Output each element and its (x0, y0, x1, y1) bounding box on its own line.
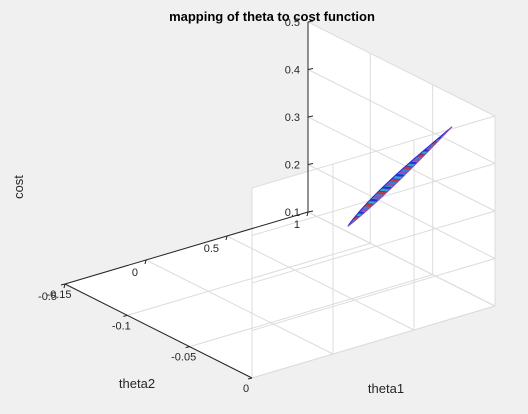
x-tick-label: -0.15 (46, 289, 71, 301)
z-tick-label: 0.2 (285, 160, 300, 172)
z-tick-label: 0.3 (285, 112, 300, 124)
y-tick-label: 0 (132, 267, 138, 279)
y-tick-mark (225, 235, 228, 241)
x-tick-mark (123, 314, 128, 317)
y-axis-line (64, 211, 309, 285)
tick-labels: -0.15 -0.1 -0.05 0 -0.5 0 0.5 10.1 0.2 0.3 0.4 0.5 (38, 17, 300, 395)
chart-title: mapping of theta to cost function (169, 9, 375, 24)
y-axis-label: theta2 (119, 376, 155, 391)
grid-line-z-side (251, 210, 496, 284)
grid-line-z-side (251, 305, 496, 379)
z-tick-mark (307, 68, 314, 70)
grid-line-z-back (307, 69, 496, 164)
surface-edge-left (347, 126, 453, 227)
z-tick-mark (307, 20, 314, 23)
grid-line-z-back (307, 116, 496, 212)
x-axis-line (64, 283, 253, 379)
y-tick-mark (63, 283, 66, 289)
y-tick-label: -0.5 (38, 291, 57, 303)
z-tick-label: 0.1 (285, 207, 300, 219)
cost-surface (347, 126, 453, 227)
axes (60, 20, 314, 380)
grid-line-z-side (251, 115, 496, 189)
grid-line-x-floor (127, 242, 371, 316)
x-axis-label: theta1 (368, 381, 404, 396)
grid-line-z-back (307, 164, 496, 259)
x-tick-label: 0 (243, 383, 249, 395)
z-tick-label: 0.5 (285, 17, 300, 29)
x-tick-mark (185, 346, 190, 349)
surface-edge-right (347, 126, 453, 227)
grid-line-z-back (307, 21, 496, 117)
z-tick-mark (307, 210, 314, 213)
x-tick-label: -0.1 (112, 320, 131, 332)
grid-line-z-back (307, 211, 496, 307)
y-tick-mark (144, 259, 147, 265)
z-tick-label: 0.4 (285, 65, 300, 77)
grid-line-x-floor (189, 274, 433, 348)
z-tick-mark (307, 163, 314, 165)
y-tick-mark (306, 211, 309, 217)
y-tick-label: 1 (294, 219, 300, 231)
grid-lines (64, 21, 496, 379)
z-tick-mark (307, 115, 314, 118)
x-tick-mark (60, 283, 66, 286)
grid-line-y-floor (226, 235, 415, 331)
x-tick-label: -0.05 (171, 352, 196, 364)
y-tick-label: 0.5 (204, 243, 219, 255)
x-tick-mark (247, 377, 253, 380)
grid-line-y-floor (145, 259, 334, 355)
grid-line-z-side (251, 258, 496, 331)
z-axis-label: cost (11, 175, 26, 199)
